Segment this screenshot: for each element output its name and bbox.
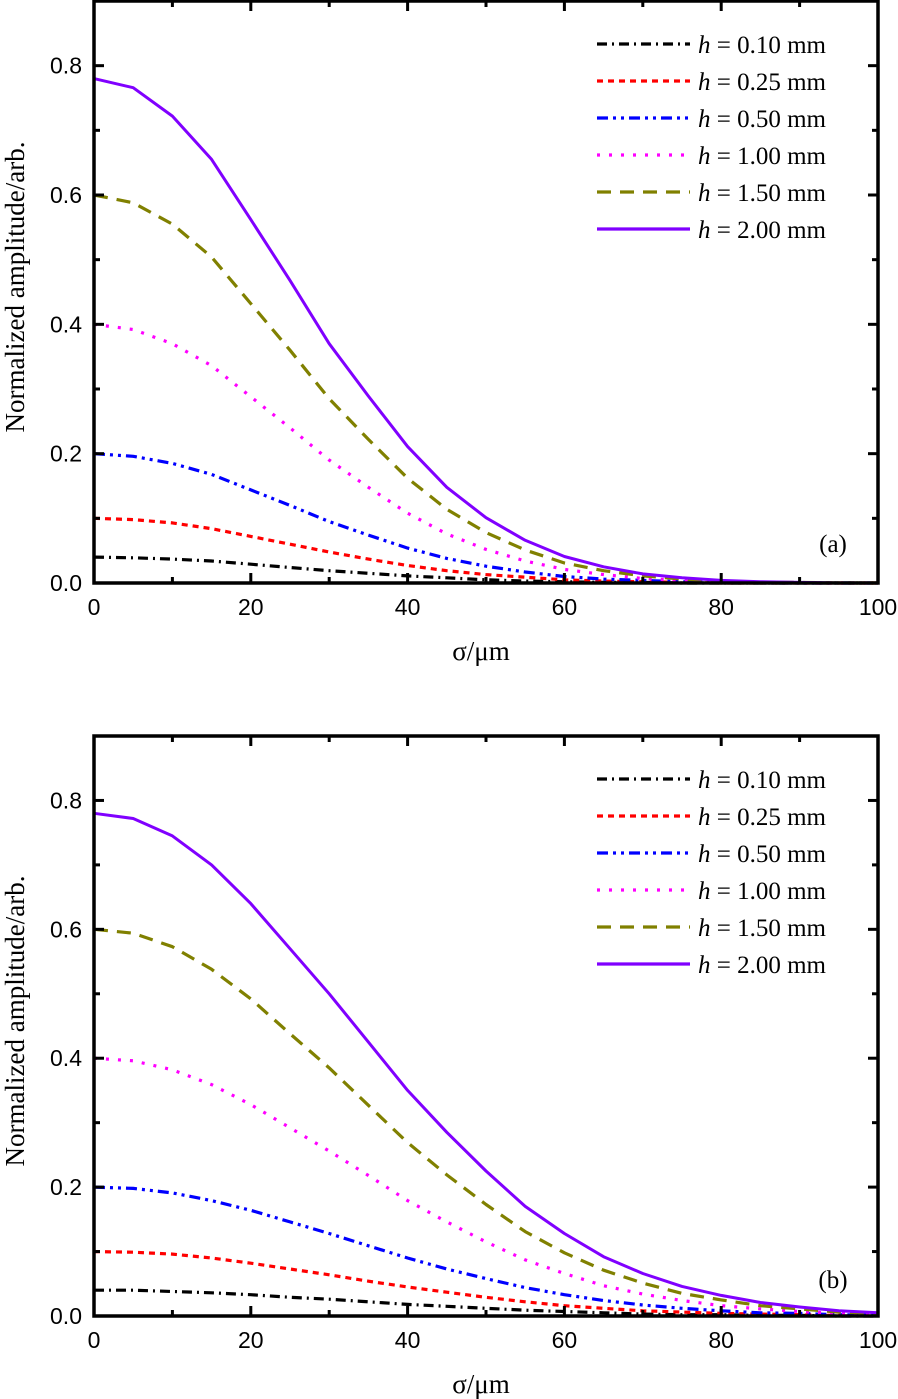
x-tick-label: 20: [238, 594, 264, 620]
x-axis-title: σ/μm: [452, 1369, 510, 1399]
legend-label: h = 0.25 mm: [698, 804, 827, 831]
legend-label: h = 0.50 mm: [698, 841, 827, 868]
chart-panel-b: 0 20 40 60 80 100 0.0 0.2 0.4 0.6 0.8 σ/μm Normalize…: [0, 734, 897, 1399]
x-tick-label: 0: [88, 1327, 101, 1353]
legend-item: h = 2.00 mm: [597, 952, 827, 979]
x-axis-title: σ/μm: [452, 636, 510, 666]
y-tick-label: 0.8: [50, 53, 82, 79]
legend-item: h = 0.25 mm: [597, 804, 827, 831]
series-line-1-00mm: [93, 322, 878, 585]
y-tick-label: 0.0: [50, 570, 82, 596]
x-tick-label: 40: [395, 594, 421, 620]
legend-item: h = 1.00 mm: [597, 143, 827, 170]
panel-label: (b): [818, 1267, 847, 1294]
x-tick-label: 80: [708, 1327, 734, 1353]
legend-label: h = 0.25 mm: [698, 69, 827, 96]
y-tick-label: 0.0: [50, 1303, 82, 1329]
legend-item: h = 0.10 mm: [597, 32, 827, 59]
y-axis-title: Normalized amplitude/arb.: [0, 142, 30, 433]
legend: h = 0.10 mm h = 0.25 mm h = 0.50 mm h = 1.0…: [597, 767, 827, 979]
y-axis-title: Normalized amplitude/arb.: [0, 876, 30, 1167]
legend-label: h = 0.10 mm: [698, 32, 827, 59]
y-tick-label: 0.4: [50, 1045, 82, 1071]
series-line-1-00mm: [93, 1056, 879, 1316]
legend-label: h = 0.50 mm: [698, 106, 827, 133]
legend-label: h = 0.10 mm: [698, 767, 827, 794]
y-tick-label: 0.8: [50, 787, 82, 813]
legend-label: h = 1.50 mm: [698, 180, 827, 207]
x-tick-label: 40: [395, 1327, 421, 1353]
series-line-1-50mm: [93, 193, 878, 585]
legend-label: h = 1.00 mm: [698, 878, 827, 905]
panel-label: (a): [819, 531, 847, 558]
x-tick-label: 100: [859, 1327, 897, 1353]
chart-panel-a: 0 20 40 60 80 100 0.0 0.2 0.4 0.6 0.8 σ/μm Normalize…: [0, 0, 897, 666]
legend-label: h = 2.00 mm: [698, 952, 827, 979]
legend-item: h = 0.50 mm: [597, 106, 827, 133]
x-tick-label: 80: [708, 594, 734, 620]
x-tick-label: 100: [859, 594, 897, 620]
legend-item: h = 1.50 mm: [597, 180, 827, 207]
legend-label: h = 1.50 mm: [698, 915, 827, 942]
series-line-0-25mm: [93, 516, 878, 585]
series-line-1-50mm: [93, 927, 879, 1315]
legend-item: h = 0.50 mm: [597, 841, 827, 868]
x-tick-label: 60: [552, 594, 578, 620]
legend-item: h = 0.25 mm: [597, 69, 827, 96]
legend-item: h = 1.50 mm: [597, 915, 827, 942]
y-tick-label: 0.4: [50, 311, 82, 337]
x-tick-label: 0: [88, 594, 101, 620]
y-tick-label: 0.6: [50, 182, 82, 208]
y-tick-label: 0.2: [50, 1174, 82, 1200]
series-line-0-50mm: [93, 1185, 879, 1317]
x-tick-label: 20: [238, 1327, 264, 1353]
y-tick-label: 0.6: [50, 916, 82, 942]
legend-label: h = 1.00 mm: [698, 143, 827, 170]
y-tick-label: 0.2: [50, 441, 82, 467]
legend-item: h = 0.10 mm: [597, 767, 827, 794]
series-line-0-50mm: [93, 452, 878, 585]
legend-item: h = 1.00 mm: [597, 878, 827, 905]
legend-label: h = 2.00 mm: [698, 217, 827, 244]
legend-item: h = 2.00 mm: [597, 217, 827, 244]
series-line-2-00mm: [93, 811, 879, 1315]
x-tick-label: 60: [552, 1327, 578, 1353]
legend: h = 0.10 mm h = 0.25 mm h = 0.50 mm h = 1.0…: [597, 32, 827, 244]
